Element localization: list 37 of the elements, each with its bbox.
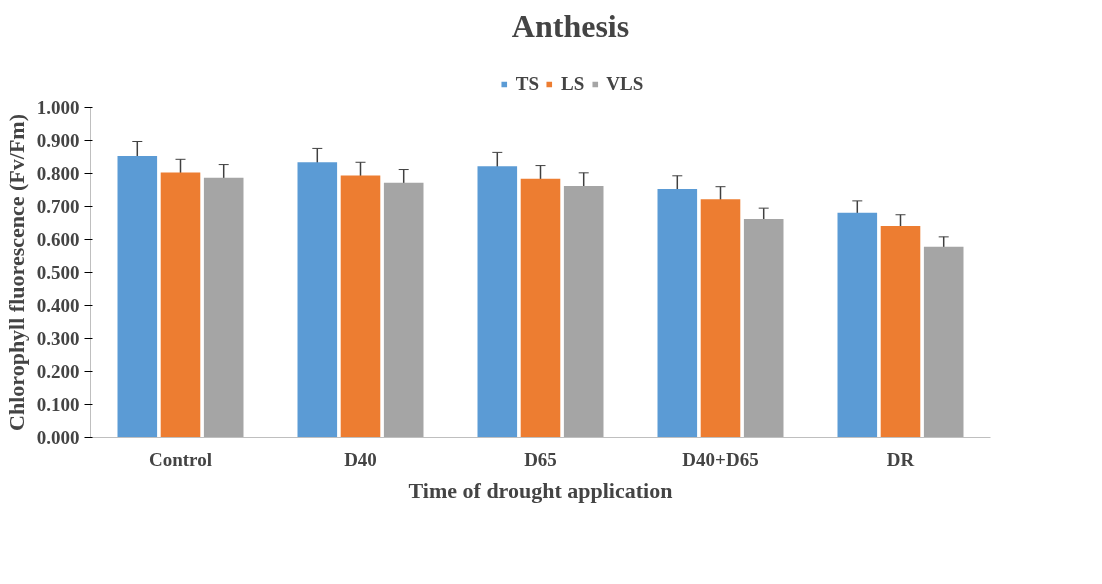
x-tick-label: D40: [344, 448, 377, 470]
bar: [383, 182, 424, 438]
x-tick-label: Control: [149, 448, 212, 470]
bar: [743, 219, 784, 438]
y-tick-label: 0.100: [36, 394, 80, 415]
bar: [700, 199, 741, 438]
x-axis-title: Time of drought application: [408, 477, 673, 503]
y-tick-label: 0.900: [36, 130, 80, 151]
legend-label: VLS: [606, 73, 644, 95]
y-tick-label: 0.300: [36, 328, 80, 349]
chart-title: Anthesis: [511, 7, 630, 44]
bar: [340, 175, 381, 438]
y-axis-title: Chlorophyll fluorescence (Fv/Fm): [3, 114, 29, 431]
x-tick-label: D40+D65: [682, 448, 759, 470]
bar: [563, 186, 604, 438]
y-tick-label: 0.600: [36, 229, 80, 250]
bar: [117, 156, 158, 438]
y-tick-label: 0.400: [36, 295, 80, 316]
legend-label: LS: [561, 73, 585, 95]
y-tick-label: 1.000: [36, 97, 80, 118]
y-tick-label: 0.800: [36, 163, 80, 184]
x-tick-label: D65: [524, 448, 557, 470]
bar: [297, 162, 338, 438]
y-tick-label: 0.000: [36, 427, 80, 448]
bar: [477, 166, 518, 438]
y-tick-label: 0.200: [36, 361, 80, 382]
bar: [880, 225, 921, 438]
y-tick-label: 0.700: [36, 196, 80, 217]
bar: [160, 172, 201, 438]
bar: [837, 212, 878, 438]
bar: [203, 177, 244, 438]
legend-label: TS: [515, 73, 540, 95]
bar: [520, 178, 561, 438]
bar: [923, 246, 964, 438]
x-tick-label: DR: [886, 448, 915, 470]
bar: [657, 189, 698, 438]
y-tick-label: 0.500: [36, 262, 80, 283]
